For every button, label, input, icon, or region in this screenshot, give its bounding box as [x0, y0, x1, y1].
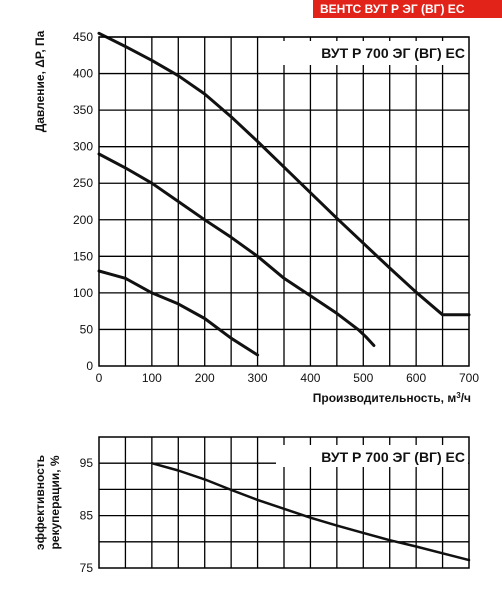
x-tick-label: 500: [353, 371, 373, 385]
efficiency-chart-title-background: [276, 445, 468, 467]
pressure-curve-2: [97, 152, 376, 347]
y-tick-label: 50: [80, 322, 94, 336]
x-tick-label: 600: [406, 371, 426, 385]
x-axis-label-tail: /ч: [461, 391, 471, 405]
y-tick-label: 250: [73, 176, 93, 190]
y-axis-label-line-1: эффективность: [33, 455, 47, 550]
y-tick-label: 450: [73, 30, 93, 44]
pressure-curve-1: [97, 31, 471, 317]
efficiency-chart: 75 85 95 ВУТ Р 700 ЭГ (ВГ) ЕС эффективност…: [33, 436, 471, 575]
y-axis-label-line-2: рекуперации, %: [48, 455, 62, 549]
pressure-chart-x-ticks: 0 100 200 300 400 500 600 700: [96, 371, 480, 385]
y-tick-label: 95: [80, 456, 94, 470]
x-axis-label-main: Производительность, м: [313, 391, 457, 405]
y-tick-label: 200: [73, 213, 93, 227]
y-tick-label: 400: [73, 67, 93, 81]
y-tick-label: 85: [80, 509, 94, 523]
efficiency-curve-1: [150, 461, 471, 562]
x-tick-label: 700: [459, 371, 479, 385]
efficiency-chart-grid: [99, 437, 469, 568]
x-axis-label-superscript: 3: [456, 391, 461, 400]
x-tick-label: 400: [300, 371, 320, 385]
y-tick-label: 300: [73, 140, 93, 154]
efficiency-chart-title: ВУТ Р 700 ЭГ (ВГ) ЕС: [276, 445, 468, 467]
header-badge-background: [313, 0, 502, 18]
efficiency-chart-frame: [98, 436, 470, 569]
x-tick-label: 300: [248, 371, 268, 385]
pressure-chart-title: ВУТ Р 700 ЭГ (ВГ) ЕС: [276, 41, 468, 65]
efficiency-chart-y-ticks: 75 85 95: [80, 456, 94, 575]
pressure-chart-title-text: ВУТ Р 700 ЭГ (ВГ) ЕС: [321, 45, 465, 61]
pressure-chart-grid: [99, 36, 469, 366]
pressure-chart-frame: [98, 36, 470, 367]
pressure-chart-x-axis-label: Производительность, м3/ч: [313, 391, 471, 406]
y-tick-label: 75: [80, 561, 94, 575]
pressure-chart-title-background: [276, 41, 468, 65]
x-tick-label: 100: [142, 371, 162, 385]
y-tick-label: 350: [73, 103, 93, 117]
x-tick-label: 0: [96, 371, 103, 385]
y-tick-label: 150: [73, 249, 93, 263]
x-tick-label: 200: [195, 371, 215, 385]
y-tick-label: 0: [86, 359, 93, 373]
pressure-chart: 0 50 100 150 200 250 300 350 400 450 0 100 200 300 40…: [33, 30, 479, 405]
header-badge: ВЕНТС ВУТ Р ЭГ (ВГ) ЕС: [313, 0, 502, 18]
pressure-chart-y-ticks: 0 50 100 150 200 250 300 350 400 450: [73, 30, 93, 373]
efficiency-chart-title-text: ВУТ Р 700 ЭГ (ВГ) ЕС: [321, 449, 465, 465]
efficiency-chart-y-axis-label: эффективностьрекуперации, %: [33, 455, 62, 550]
header-badge-label: ВЕНТС ВУТ Р ЭГ (ВГ) ЕС: [320, 2, 465, 16]
pressure-chart-series: [97, 31, 471, 357]
pressure-chart-y-axis-label: Давление, ΔP, Па: [33, 30, 47, 132]
y-tick-label: 100: [73, 286, 93, 300]
efficiency-chart-series: [150, 461, 471, 562]
pressure-curve-3: [97, 269, 260, 357]
